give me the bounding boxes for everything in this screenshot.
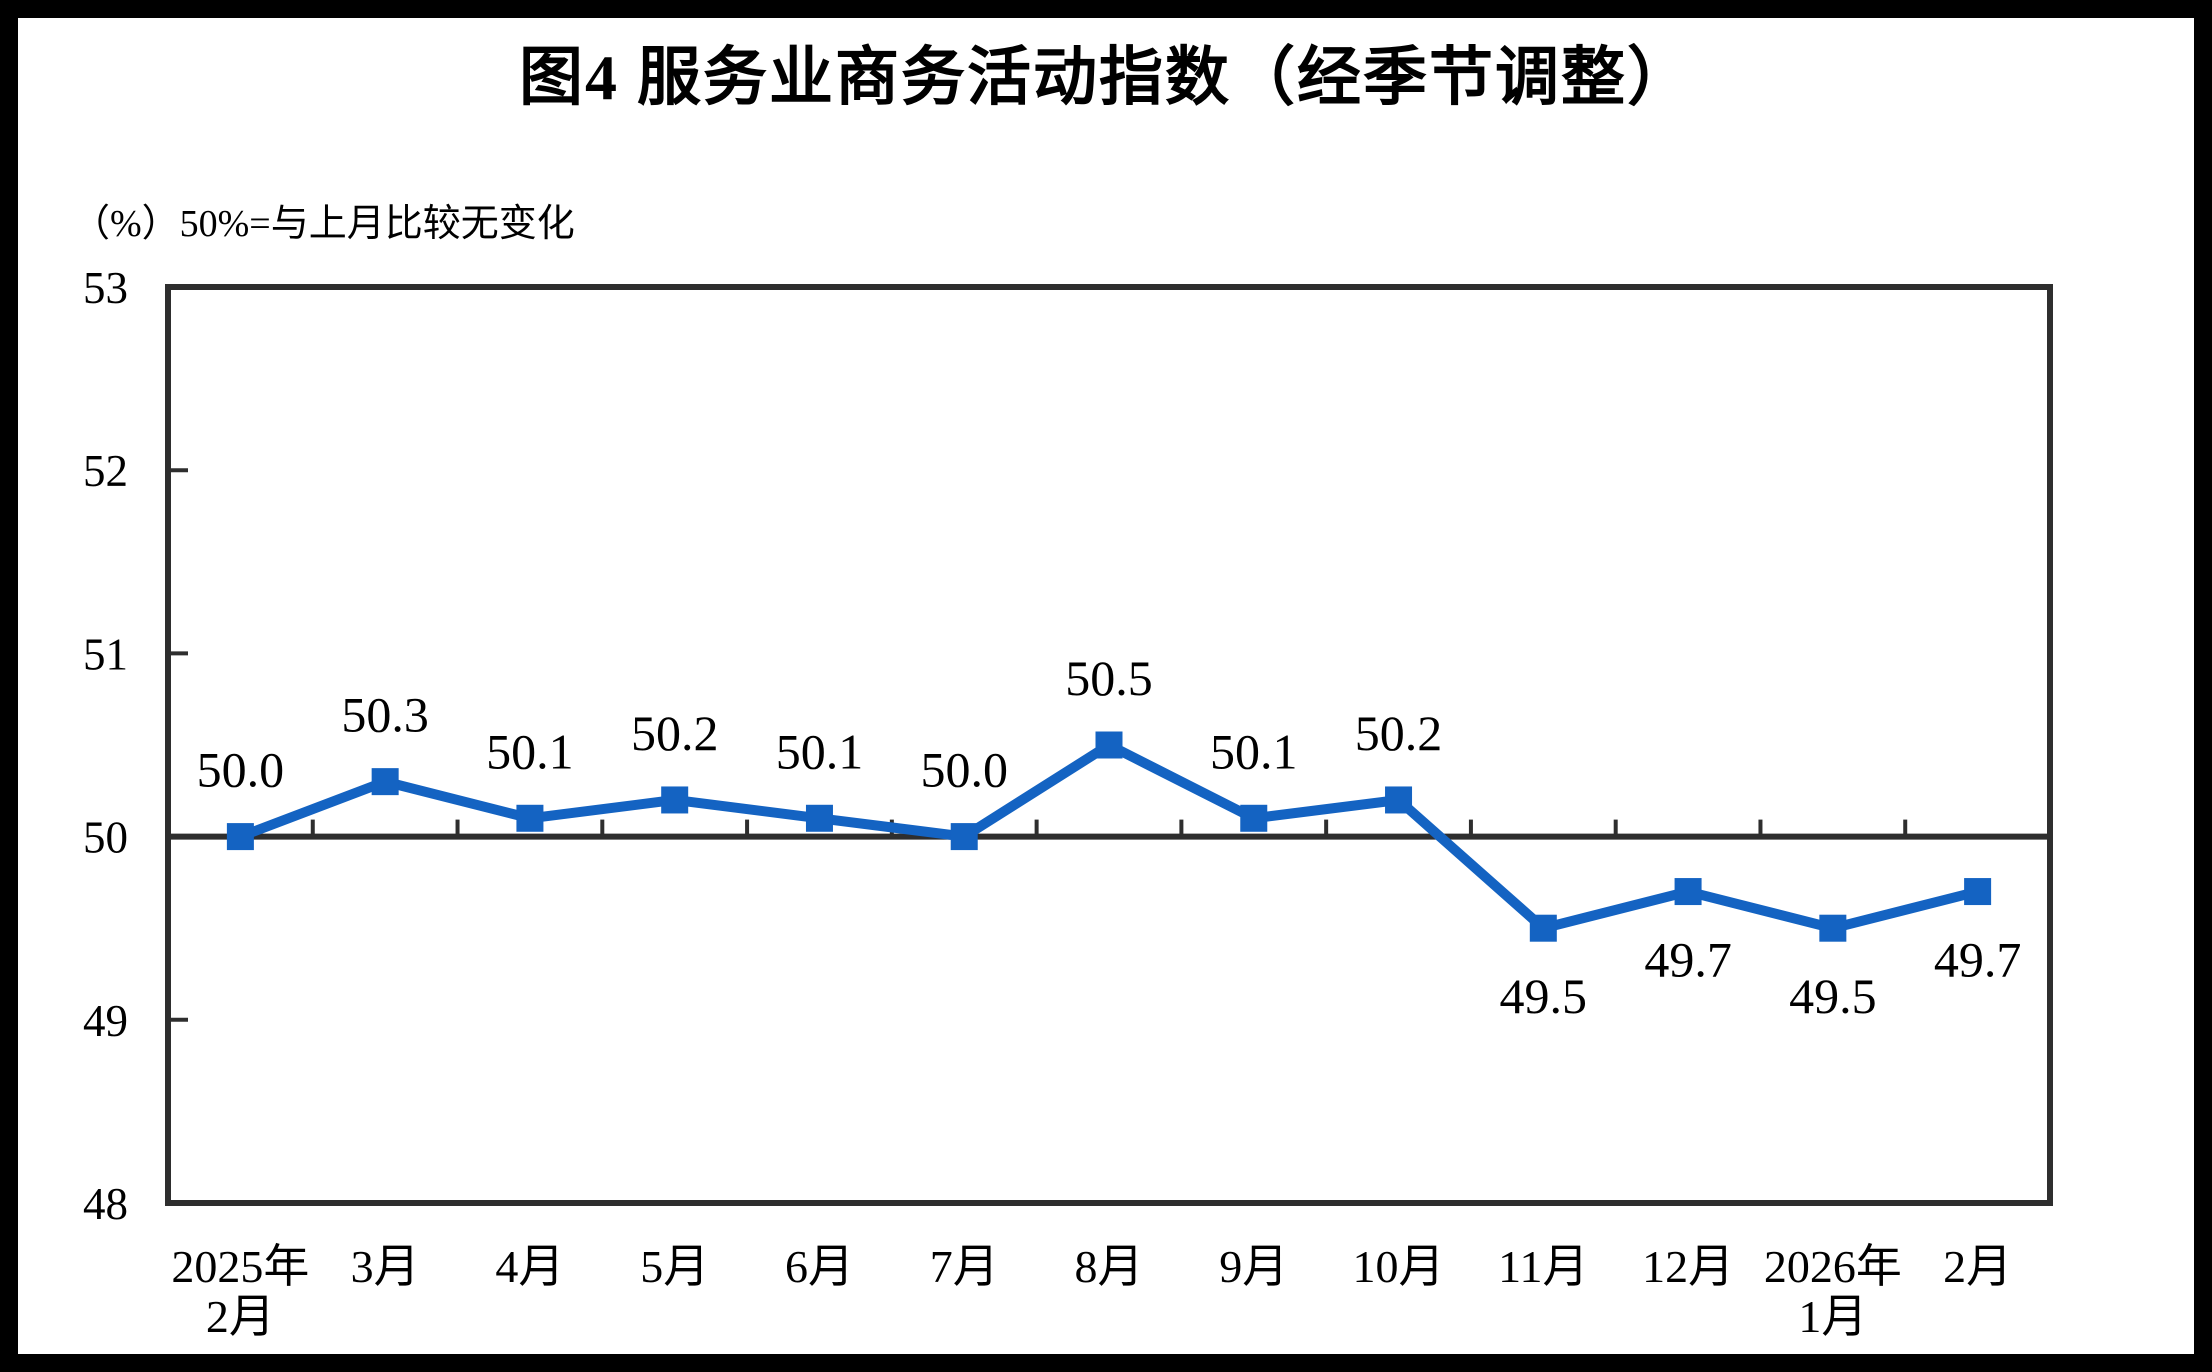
x-axis-category-label: 2月 (1943, 1241, 2012, 1292)
x-axis-category-label: 9月 (1219, 1241, 1288, 1292)
x-axis-category-label: 4月 (495, 1241, 564, 1292)
x-axis-category-label: 2025年 (171, 1241, 309, 1292)
x-axis-category-label: 11月 (1498, 1241, 1588, 1292)
data-point-marker (1240, 804, 1268, 832)
data-label: 49.5 (1500, 968, 1588, 1024)
x-axis-category-label: 6月 (785, 1241, 854, 1292)
data-label: 50.1 (1210, 723, 1298, 779)
y-axis-tick-label: 52 (83, 446, 128, 496)
x-axis-category-label: 10月 (1353, 1241, 1445, 1292)
plot-border (165, 284, 2053, 1206)
data-point-marker (661, 786, 689, 814)
data-point-marker (1095, 731, 1123, 759)
data-label: 50.3 (341, 687, 429, 743)
x-axis-category-label: 7月 (930, 1241, 999, 1292)
data-label: 49.5 (1789, 968, 1877, 1024)
data-point-marker (1385, 786, 1413, 814)
y-axis-tick-label: 49 (83, 996, 128, 1046)
y-axis-tick-label: 51 (83, 629, 128, 679)
x-axis-category-label: 8月 (1075, 1241, 1144, 1292)
data-label: 50.0 (197, 742, 285, 798)
data-label: 50.2 (631, 705, 719, 761)
data-label: 49.7 (1644, 932, 1732, 988)
x-axis-category-label: 2月 (206, 1291, 275, 1342)
y-axis-tick-label: 53 (83, 263, 128, 313)
data-label: 50.1 (776, 723, 864, 779)
data-label: 50.1 (486, 723, 574, 779)
data-point-marker (516, 804, 544, 832)
data-point-marker (1964, 878, 1992, 906)
data-point-marker (371, 768, 399, 796)
y-axis-tick-label: 50 (83, 813, 128, 863)
data-point-marker (1529, 914, 1557, 942)
data-point-marker (1819, 914, 1847, 942)
x-axis-category-label: 5月 (640, 1241, 709, 1292)
data-point-marker (226, 823, 254, 851)
data-label: 50.0 (920, 742, 1008, 798)
y-axis-tick-label: 48 (83, 1179, 128, 1229)
data-label: 49.7 (1934, 932, 2022, 988)
x-axis-category-label: 1月 (1798, 1291, 1867, 1342)
x-axis-category-label: 2026年 (1764, 1241, 1902, 1292)
chart-title: 图4 服务业商务活动指数（经季节调整） (519, 42, 1693, 113)
x-axis-category-label: 12月 (1642, 1241, 1734, 1292)
data-point-marker (1674, 878, 1702, 906)
y-axis-unit-note: （%）50%=与上月比较无变化 (72, 203, 575, 245)
data-point-marker (950, 823, 978, 851)
data-point-marker (805, 804, 833, 832)
data-label: 50.2 (1355, 705, 1443, 761)
x-axis-category-label: 3月 (351, 1241, 420, 1292)
data-label: 50.5 (1065, 650, 1153, 706)
